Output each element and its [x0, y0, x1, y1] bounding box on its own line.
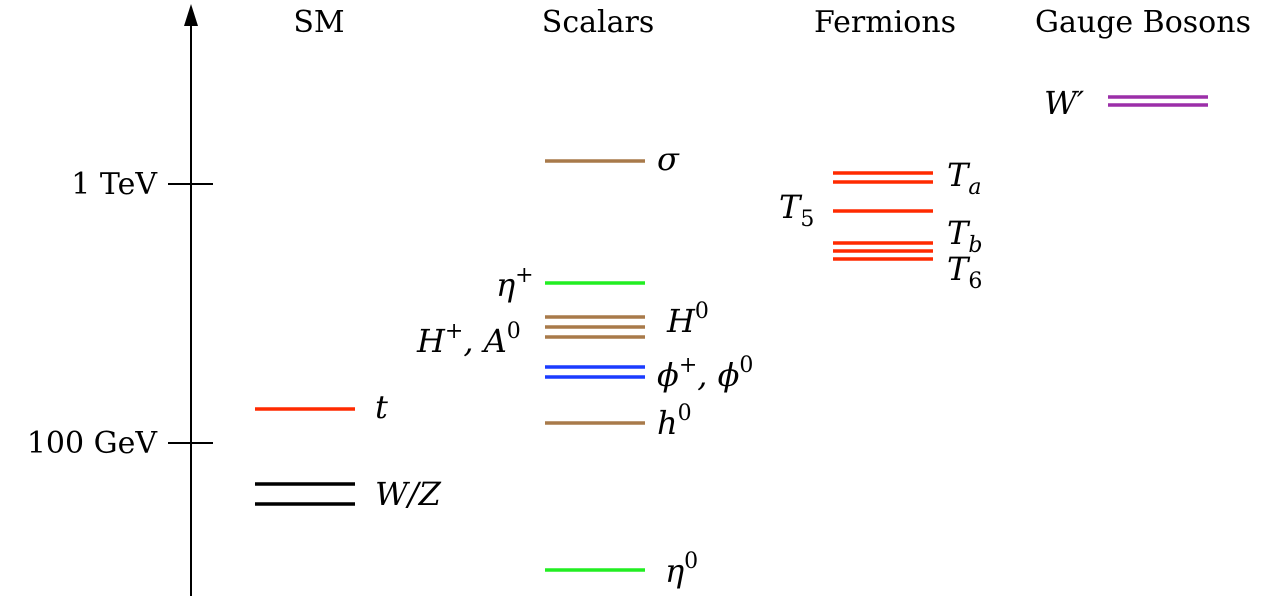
column-header-scalars: Scalars	[542, 5, 654, 40]
tick-label-100gev: 100 GeV	[27, 426, 159, 461]
label-tb: Tb	[947, 214, 982, 258]
label-t5-sub: 5	[800, 207, 814, 232]
label-phi-zero-base: , ϕ	[697, 356, 739, 394]
label-t6-sub: 6	[968, 269, 982, 294]
label-eta-plus: η+	[496, 263, 534, 304]
label-eta-plus-base: η	[496, 266, 515, 304]
label-a0-base: , A	[463, 322, 506, 360]
column-header-fermions: Fermions	[814, 5, 956, 40]
label-a0-sup: 0	[507, 319, 521, 344]
tick-label-1tev: 1 TeV	[71, 167, 158, 202]
label-eta-zero-sup: 0	[684, 549, 698, 574]
label-ta-sub: a	[968, 175, 981, 200]
label-phi-plus-base: ϕ	[657, 356, 679, 394]
label-t6: T6	[947, 250, 982, 294]
label-h0-heavy-base: H	[666, 302, 696, 340]
label-tb-sub: b	[968, 233, 982, 258]
label-phi: ϕ+, ϕ0	[657, 353, 753, 394]
label-eta-zero: η0	[665, 549, 698, 590]
label-h0-heavy: H0	[666, 299, 709, 340]
label-hpm-a0: H+, A0	[416, 319, 521, 360]
label-ta: Ta	[947, 156, 981, 200]
label-ta-base: T	[947, 156, 971, 194]
label-hpm-base: H	[416, 322, 446, 360]
label-eta-plus-sup: +	[515, 263, 533, 288]
label-h0-light-base: h	[657, 404, 678, 442]
label-t6-base: T	[947, 250, 971, 288]
label-phi-zero-sup: 0	[739, 353, 753, 378]
label-tb-base: T	[947, 214, 971, 252]
label-h0-heavy-sup: 0	[695, 299, 709, 324]
label-wz: W/Z	[375, 475, 442, 513]
label-h0-light-sup: 0	[678, 401, 692, 426]
label-t: t	[375, 388, 388, 426]
label-hpm-sup: +	[445, 319, 463, 344]
column-header-sm: SM	[293, 5, 344, 40]
label-t5-base: T	[779, 188, 803, 226]
label-phi-plus-sup: +	[679, 353, 697, 378]
label-wprime: W′	[1044, 84, 1085, 122]
label-sigma: σ	[657, 140, 680, 178]
column-header-gauge-bosons: Gauge Bosons	[1035, 5, 1251, 40]
label-t5: T5	[779, 188, 814, 232]
label-eta-zero-base: η	[665, 552, 684, 590]
axis-arrowhead	[184, 4, 198, 26]
label-h0-light: h0	[657, 401, 692, 442]
